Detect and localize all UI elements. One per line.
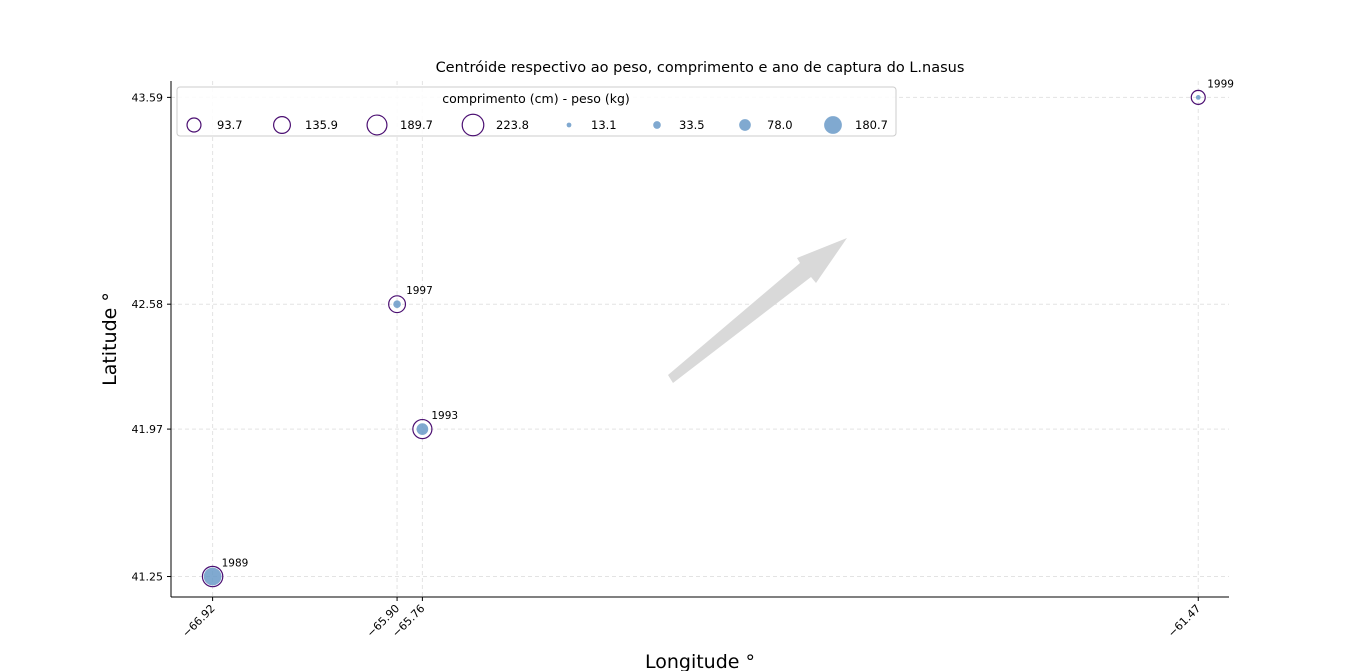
legend-fill-marker (653, 121, 661, 129)
legend-ring-marker (366, 114, 388, 136)
data-points: 1989 1993 1997 1999 (201, 78, 1234, 588)
point-year-label: 1989 (222, 558, 249, 570)
y-tick-label: 43.59 (132, 91, 164, 104)
north-arrow-icon (668, 238, 847, 383)
y-tick-label: 42.58 (132, 298, 164, 311)
legend-title: comprimento (cm) - peso (kg) (442, 91, 630, 106)
y-tick-label: 41.97 (132, 423, 164, 436)
legend-ring-marker (461, 113, 485, 137)
legend-ring-marker (186, 117, 202, 133)
point-year-label: 1999 (1207, 78, 1234, 90)
peso-marker (416, 423, 429, 435)
point-year-label: 1997 (406, 285, 433, 297)
legend-comprimento-label: 93.7 (217, 118, 243, 132)
legend: comprimento (cm) - peso (kg) 93.7 135.9 18… (176, 86, 897, 137)
legend-ring-marker (273, 116, 291, 134)
legend-peso-label: 78.0 (767, 118, 793, 132)
y-axis-title: Latitude ° (99, 292, 121, 386)
legend-peso-label: 13.1 (591, 118, 617, 132)
north-arrow-annotation (668, 238, 847, 383)
legend-comprimento-label: 189.7 (400, 118, 433, 132)
legend-fill-marker (566, 122, 572, 128)
comprimento-ring (201, 565, 224, 588)
comprimento-ring (388, 295, 407, 314)
axis-ticks: −66.92 −65.90−65.76 −61.4741.2541.9742.584… (132, 91, 1204, 640)
legend-fill-marker (824, 116, 842, 134)
x-tick-label: −66.92 (180, 602, 218, 640)
x-tick-label: −61.47 (1165, 602, 1203, 640)
y-tick-label: 41.25 (132, 571, 164, 584)
peso-marker (203, 567, 222, 586)
grid (171, 81, 1229, 597)
chart-title: Centróide respectivo ao peso, compriment… (436, 60, 965, 76)
legend-fill-marker (739, 119, 751, 131)
comprimento-ring (412, 418, 433, 440)
peso-marker (1195, 94, 1201, 100)
legend-peso-label: 33.5 (679, 118, 705, 132)
peso-marker (393, 300, 401, 309)
comprimento-ring (1190, 89, 1206, 105)
legend-comprimento-label: 135.9 (305, 118, 338, 132)
legend-comprimento-label: 223.8 (496, 118, 529, 132)
legend-box (176, 86, 897, 137)
x-axis-title: Longitude ° (645, 651, 755, 671)
legend-peso-label: 180.7 (855, 118, 888, 132)
point-year-label: 1993 (431, 410, 458, 422)
